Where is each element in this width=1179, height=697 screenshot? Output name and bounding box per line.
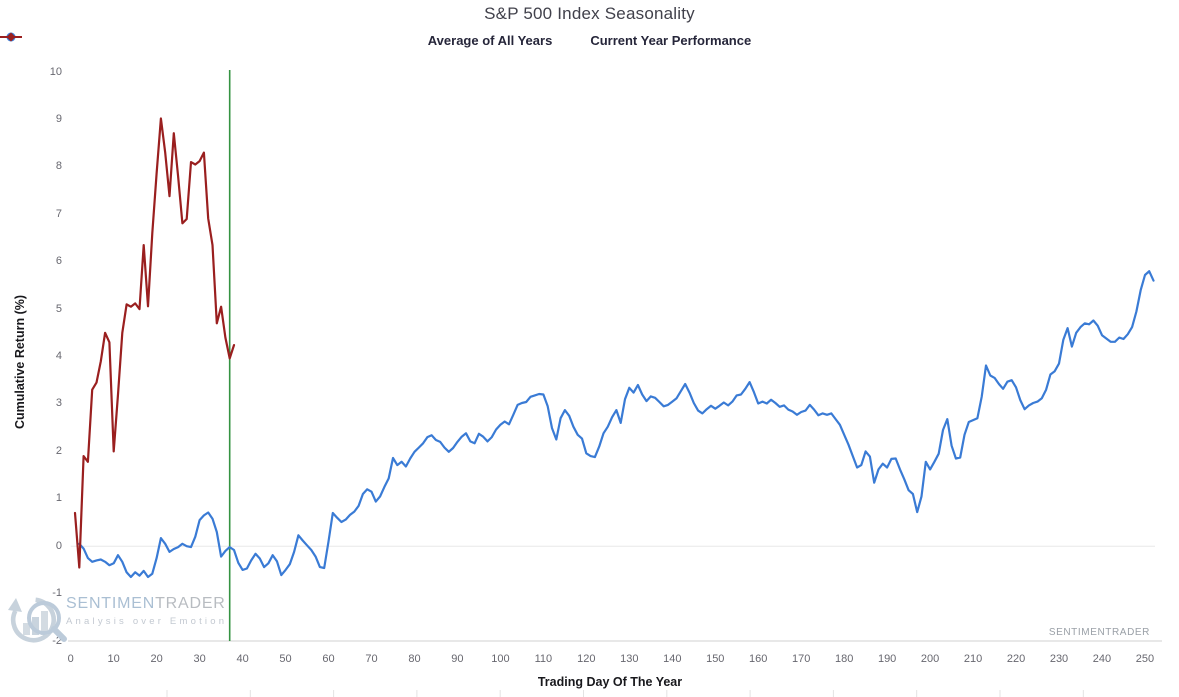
x-tick-label: 170 <box>792 653 811 665</box>
x-tick-label: 110 <box>534 653 553 665</box>
y-tick-label: 9 <box>55 112 62 125</box>
series-line-0[interactable] <box>78 270 1155 579</box>
x-tick-label: 210 <box>963 653 983 665</box>
y-tick-label: 5 <box>55 302 62 315</box>
legend-label-average: Average of All Years <box>427 32 553 48</box>
x-tick-label: 150 <box>706 653 725 665</box>
x-tick-label: 220 <box>1006 653 1026 665</box>
x-tick-label: 200 <box>920 653 940 665</box>
x-tick-label: 240 <box>1092 653 1112 665</box>
x-tick-label: 100 <box>491 653 510 665</box>
x-tick-label: 130 <box>620 653 639 665</box>
y-tick-label: 6 <box>55 255 62 268</box>
y-tick-label: -2 <box>52 634 62 647</box>
y-tick-label: 7 <box>55 207 62 220</box>
y-tick-label: 1 <box>55 492 62 505</box>
x-tick-label: 90 <box>451 653 464 665</box>
x-tick-label: 160 <box>749 653 768 665</box>
x-axis-title: Trading Day Of The Year <box>537 675 683 689</box>
y-tick-label: 0 <box>55 539 62 552</box>
x-tick-label: 180 <box>834 653 854 665</box>
x-tick-label: 120 <box>577 653 596 665</box>
y-tick-label: 2 <box>55 444 62 457</box>
x-tick-label: 0 <box>67 653 74 665</box>
x-tick-label: 230 <box>1049 653 1069 665</box>
x-tick-label: 70 <box>365 653 378 665</box>
x-tick-label: 30 <box>193 653 206 665</box>
x-tick-label: 40 <box>236 653 249 665</box>
x-tick-label: 250 <box>1135 653 1155 665</box>
watermark-tagline: Analysis over Emotion <box>66 616 228 627</box>
legend-item-average[interactable]: Average of All Years <box>0 32 553 48</box>
x-tick-label: 190 <box>877 653 897 665</box>
chart-title: S&P 500 Index Seasonality <box>484 4 695 23</box>
y-axis-title: Cumulative Return (%) <box>13 294 27 430</box>
y-tick-label: 8 <box>55 160 62 173</box>
corner-watermark: SENTIMENTRADER <box>1048 627 1150 638</box>
legend-item-current-year[interactable]: Current Year Performance <box>0 32 752 48</box>
legend-label-current-year: Current Year Performance <box>590 32 752 48</box>
x-tick-label: 10 <box>107 653 120 665</box>
y-tick-label: -1 <box>52 587 62 600</box>
y-tick-label: 10 <box>49 65 62 78</box>
x-tick-label: 20 <box>150 653 163 665</box>
legend: Average of All Years Current Year Perfor… <box>0 31 1179 49</box>
y-tick-label: 3 <box>55 397 62 410</box>
x-tick-label: 80 <box>408 653 421 665</box>
x-tick-label: 60 <box>322 653 335 665</box>
sentimentrader-watermark: SENTIMENTRADER Analysis over Emotion <box>66 595 227 627</box>
line-diamond-marker-icon <box>0 32 22 42</box>
x-tick-label: 50 <box>279 653 292 665</box>
series-line-1[interactable] <box>73 117 236 569</box>
x-tick-label: 140 <box>663 653 682 665</box>
sentimentrader-logo-icon <box>8 597 67 643</box>
y-tick-label: 4 <box>55 350 62 363</box>
watermark-brand: SENTIMENTRADER <box>66 595 226 612</box>
